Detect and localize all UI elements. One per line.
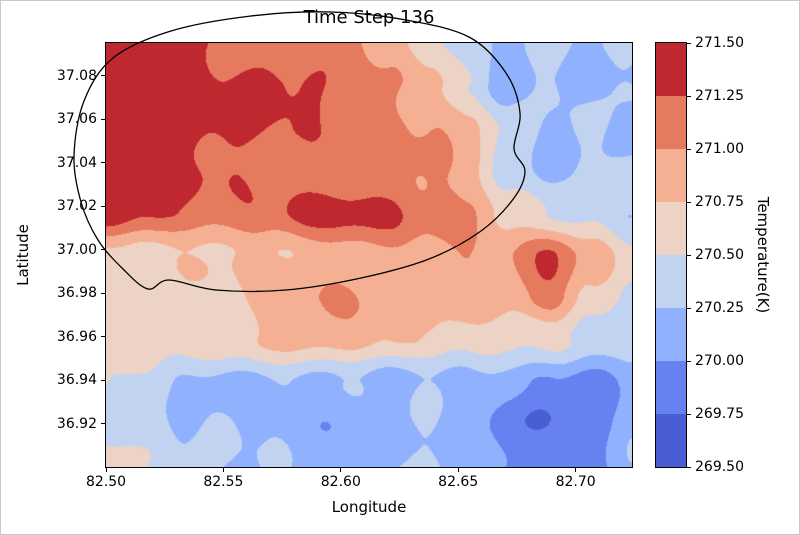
y-tick-mark <box>101 118 105 120</box>
y-tick-mark <box>101 292 105 294</box>
colorbar-tick-mark <box>687 148 691 150</box>
colorbar-tick-label: 269.50 <box>695 459 744 475</box>
x-tick-label: 82.60 <box>320 474 361 490</box>
colorbar-band <box>656 43 686 96</box>
y-tick-mark <box>101 249 105 251</box>
colorbar-tick-label: 271.50 <box>695 35 744 51</box>
colorbar-tick-mark <box>687 413 691 415</box>
colorbar-tick-label: 271.00 <box>695 141 744 157</box>
colorbar-tick-label: 270.00 <box>695 353 744 369</box>
x-tick-label: 82.50 <box>85 474 127 490</box>
x-tick-label: 82.55 <box>203 474 244 490</box>
colorbar-tick-mark <box>687 466 691 468</box>
colorbar-axis-label: Temperature(K) <box>754 196 772 314</box>
colorbar-tick-mark <box>687 42 691 44</box>
chart-title: Time Step 136 <box>303 7 435 28</box>
x-tick-mark <box>340 468 342 472</box>
y-tick-mark <box>101 75 105 77</box>
colorbar-band <box>656 202 686 255</box>
y-tick-label: 37.00 <box>56 241 97 258</box>
colorbar-tick-label: 270.25 <box>695 300 744 316</box>
colorbar-tick-mark <box>687 254 691 256</box>
colorbar-tick-label: 271.25 <box>695 88 744 104</box>
y-tick-mark <box>101 336 105 338</box>
colorbar-band <box>656 255 686 308</box>
y-tick-label: 37.06 <box>56 111 97 128</box>
colorbar-tick-mark <box>687 307 691 309</box>
y-tick-mark <box>101 162 105 164</box>
y-tick-label: 36.94 <box>56 372 97 389</box>
x-tick-mark <box>457 468 459 472</box>
y-tick-label: 36.98 <box>56 285 97 302</box>
colorbar-band <box>656 308 686 361</box>
x-tick-mark <box>222 468 224 472</box>
y-tick-mark <box>101 205 105 207</box>
x-axis-label: Longitude <box>331 498 407 516</box>
y-tick-label: 37.08 <box>56 67 97 84</box>
y-tick-label: 37.02 <box>56 198 97 215</box>
y-tick-label: 37.04 <box>56 154 97 171</box>
y-tick-mark <box>101 423 105 424</box>
colorbar-tick-mark <box>687 95 691 97</box>
colorbar-band <box>656 361 686 414</box>
colorbar-tick-label: 269.75 <box>695 406 744 422</box>
colorbar-band <box>656 96 686 149</box>
colorbar-band <box>656 149 686 202</box>
y-tick-mark <box>101 379 105 381</box>
colorbar-tick-mark <box>687 201 691 203</box>
y-axis-label: Latitude <box>14 224 32 286</box>
contour-plot-canvas <box>106 43 632 467</box>
x-tick-mark <box>575 468 577 472</box>
colorbar-tick-label: 270.75 <box>695 194 744 210</box>
plot-area <box>105 42 633 468</box>
colorbar-tick-label: 270.50 <box>695 247 744 263</box>
x-tick-label: 82.65 <box>438 474 479 490</box>
colorbar-tick-mark <box>687 360 691 362</box>
colorbar <box>655 42 687 468</box>
x-tick-label: 82.70 <box>555 474 596 490</box>
x-tick-mark <box>105 468 107 472</box>
colorbar-band <box>656 414 686 467</box>
y-tick-label: 36.92 <box>56 415 97 432</box>
y-tick-label: 36.96 <box>56 328 97 345</box>
